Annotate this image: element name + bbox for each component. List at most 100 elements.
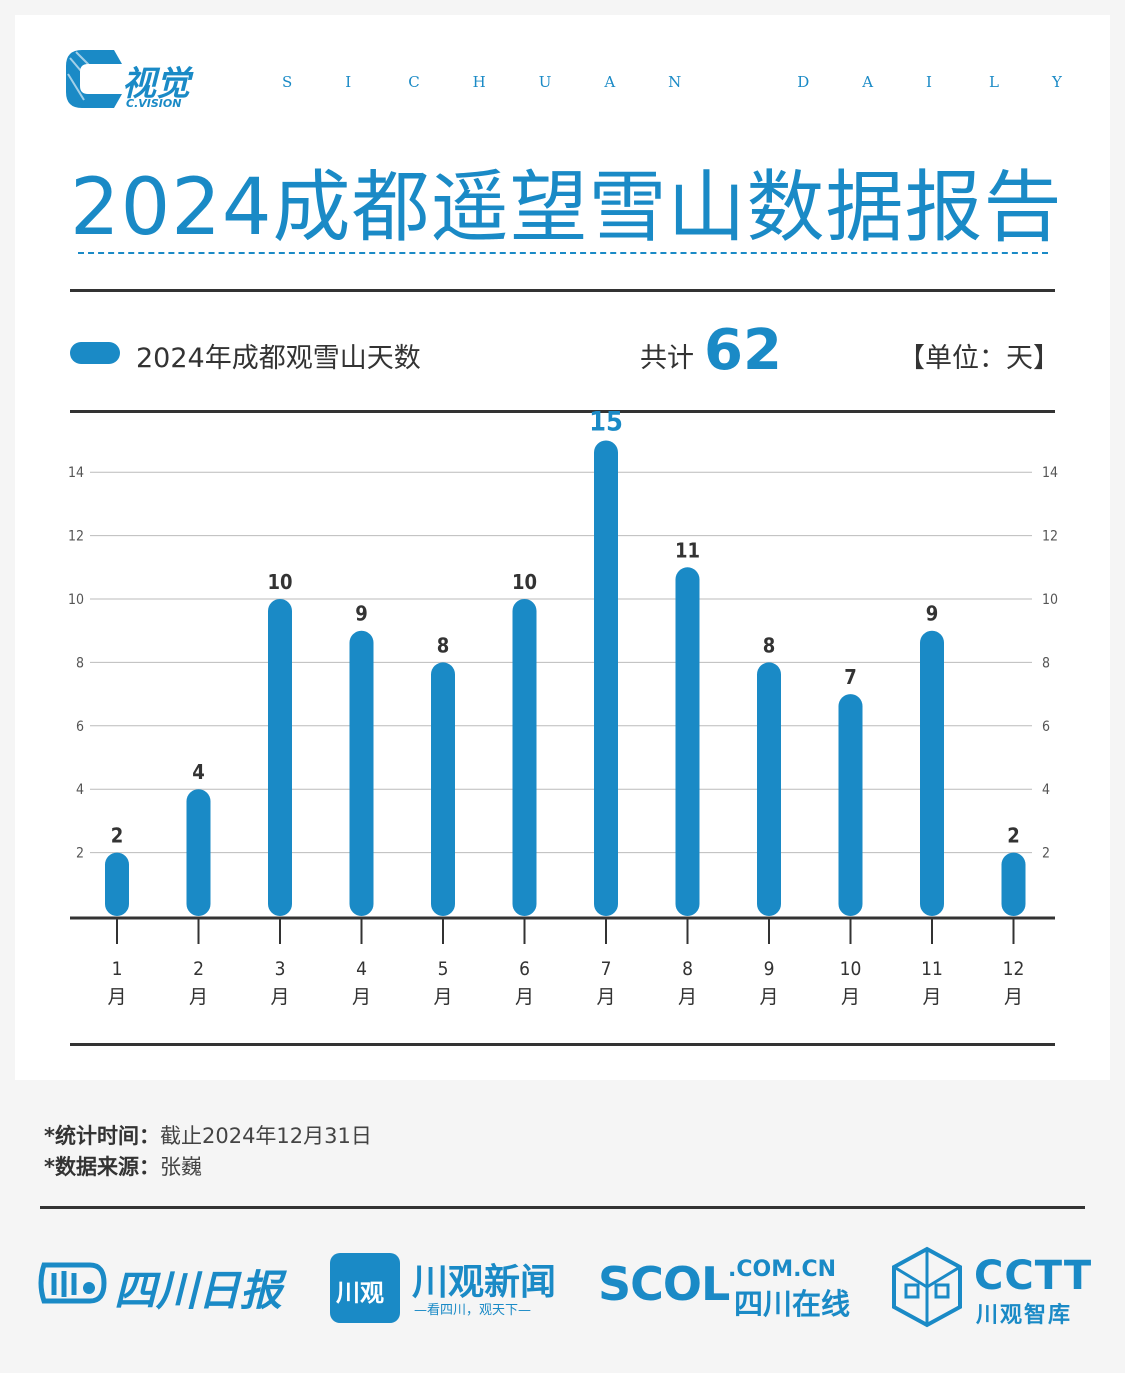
bar — [1001, 852, 1026, 916]
stat-time: *统计时间：截止2024年12月31日 — [44, 1120, 372, 1150]
x-tick-label-month: 月 — [352, 986, 371, 1008]
source-label: *数据来源： — [44, 1155, 160, 1179]
data-label: 10 — [512, 570, 537, 594]
x-tick-label-month: 月 — [433, 986, 452, 1008]
x-tick-label-number: 1 — [112, 958, 123, 980]
daily-letter: A — [604, 73, 616, 91]
sichuan-daily-logo: 四川日报 — [114, 1266, 283, 1315]
x-tick-label-number: 8 — [682, 958, 693, 980]
title-divider — [78, 252, 1048, 254]
daily-letter: N — [668, 73, 682, 91]
y-tick-label-right: 14 — [1042, 465, 1058, 481]
total-label: 共计 — [640, 343, 694, 374]
x-tick-label-number: 6 — [519, 958, 530, 980]
x-tick-label-number: 2 — [193, 958, 204, 980]
scol-domain: .COM.CN — [728, 1257, 837, 1282]
x-tick-label-month: 月 — [841, 986, 860, 1008]
bar — [920, 630, 944, 916]
data-label: 8 — [437, 633, 450, 657]
data-label: 9 — [355, 602, 368, 626]
chart-top-rule — [70, 410, 1055, 413]
bar — [838, 694, 863, 916]
y-tick-label-right: 8 — [1042, 655, 1050, 671]
x-tick-label-month: 月 — [270, 986, 289, 1008]
y-tick-label-left: 14 — [68, 465, 84, 481]
bar — [349, 630, 374, 916]
chuanguan-badge-text: 川观 — [336, 1279, 384, 1307]
daily-letter: C — [408, 73, 420, 91]
daily-letter: I — [926, 73, 932, 91]
y-tick-label-left: 10 — [68, 592, 84, 608]
y-tick-label-right: 12 — [1042, 529, 1058, 545]
daily-letter: S — [282, 73, 293, 91]
x-tick-label-number: 3 — [275, 958, 286, 980]
stat-time-label: *统计时间： — [44, 1124, 160, 1148]
brand-name: 视觉 — [122, 64, 190, 104]
x-tick-label-number: 7 — [601, 958, 612, 980]
page-title: 2024成都遥望雪山数据报告 — [70, 163, 1063, 253]
data-label: 4 — [192, 760, 205, 784]
x-tick-label-month: 月 — [922, 986, 941, 1008]
legend-label: 2024年成都观雪山天数 — [136, 343, 421, 374]
data-label: 9 — [926, 602, 939, 626]
chart-bottom-rule — [70, 1043, 1055, 1046]
x-tick-label-month: 月 — [107, 986, 126, 1008]
bar — [594, 440, 618, 916]
scol-logo: SCOL — [598, 1257, 730, 1311]
data-label: 10 — [267, 570, 292, 594]
chuanguan-news-logo: 川观新闻 — [412, 1262, 557, 1303]
bar — [431, 662, 455, 916]
data-label: 15 — [589, 407, 623, 438]
y-tick-label-left: 8 — [76, 655, 84, 671]
x-tick-label-month: 月 — [678, 986, 697, 1008]
daily-letter: D — [797, 73, 810, 91]
cctt-logo: CCTT — [974, 1253, 1093, 1299]
source-value: 张巍 — [159, 1155, 202, 1179]
x-tick-label-month: 月 — [759, 986, 778, 1008]
unit-label: 【单位：天】 — [898, 343, 1060, 374]
brand-sub: C.VISION — [126, 97, 182, 110]
x-tick-label-number: 10 — [840, 958, 862, 980]
bar — [268, 599, 292, 916]
daily-letter: A — [862, 73, 874, 91]
y-tick-label-left: 6 — [76, 719, 84, 735]
y-tick-label-left: 2 — [76, 846, 84, 862]
data-label: 8 — [763, 633, 776, 657]
daily-letter: Y — [1051, 73, 1062, 91]
stat-time-value: 截止2024年12月31日 — [159, 1124, 372, 1148]
x-tick-label-month: 月 — [189, 986, 208, 1008]
data-label: 7 — [844, 665, 857, 689]
data-label: 2 — [111, 824, 124, 848]
x-tick-label-number: 5 — [438, 958, 449, 980]
legend-swatch — [70, 342, 120, 364]
y-tick-label-right: 10 — [1042, 592, 1058, 608]
sichuan-daily-logo-icon — [38, 1262, 107, 1304]
daily-letter: I — [345, 73, 352, 91]
bar — [675, 567, 700, 916]
chuanguan-slogan: —看四川，观天下— — [414, 1303, 532, 1318]
y-tick-label-left: 4 — [76, 782, 84, 798]
bar — [105, 852, 129, 916]
x-tick-label-number: 4 — [356, 958, 367, 980]
data-label: 11 — [675, 538, 700, 562]
bar — [512, 599, 537, 916]
cctt-cube-icon — [892, 1246, 962, 1328]
x-tick-label-month: 月 — [1004, 986, 1023, 1008]
scol-cn: 四川在线 — [734, 1287, 851, 1321]
x-tick-label-number: 9 — [764, 958, 775, 980]
bar — [186, 789, 211, 916]
y-tick-label-right: 2 — [1042, 846, 1050, 862]
daily-letter: L — [989, 73, 999, 91]
top-rule — [70, 289, 1055, 292]
total-value: 62 — [704, 318, 782, 383]
x-tick-label-number: 12 — [1003, 958, 1025, 980]
x-tick-label-month: 月 — [596, 986, 615, 1008]
data-label: 2 — [1007, 824, 1020, 848]
chuanguan-badge-icon — [330, 1253, 400, 1323]
y-tick-label-left: 12 — [68, 529, 84, 545]
partner-logos: 四川日报 川观 川观新闻 —看四川，观天下— SCOL .COM.CN 四川在线… — [0, 1235, 1125, 1335]
daily-letter: U — [538, 73, 552, 91]
x-tick-label-month: 月 — [515, 986, 534, 1008]
daily-letter: H — [472, 73, 486, 91]
